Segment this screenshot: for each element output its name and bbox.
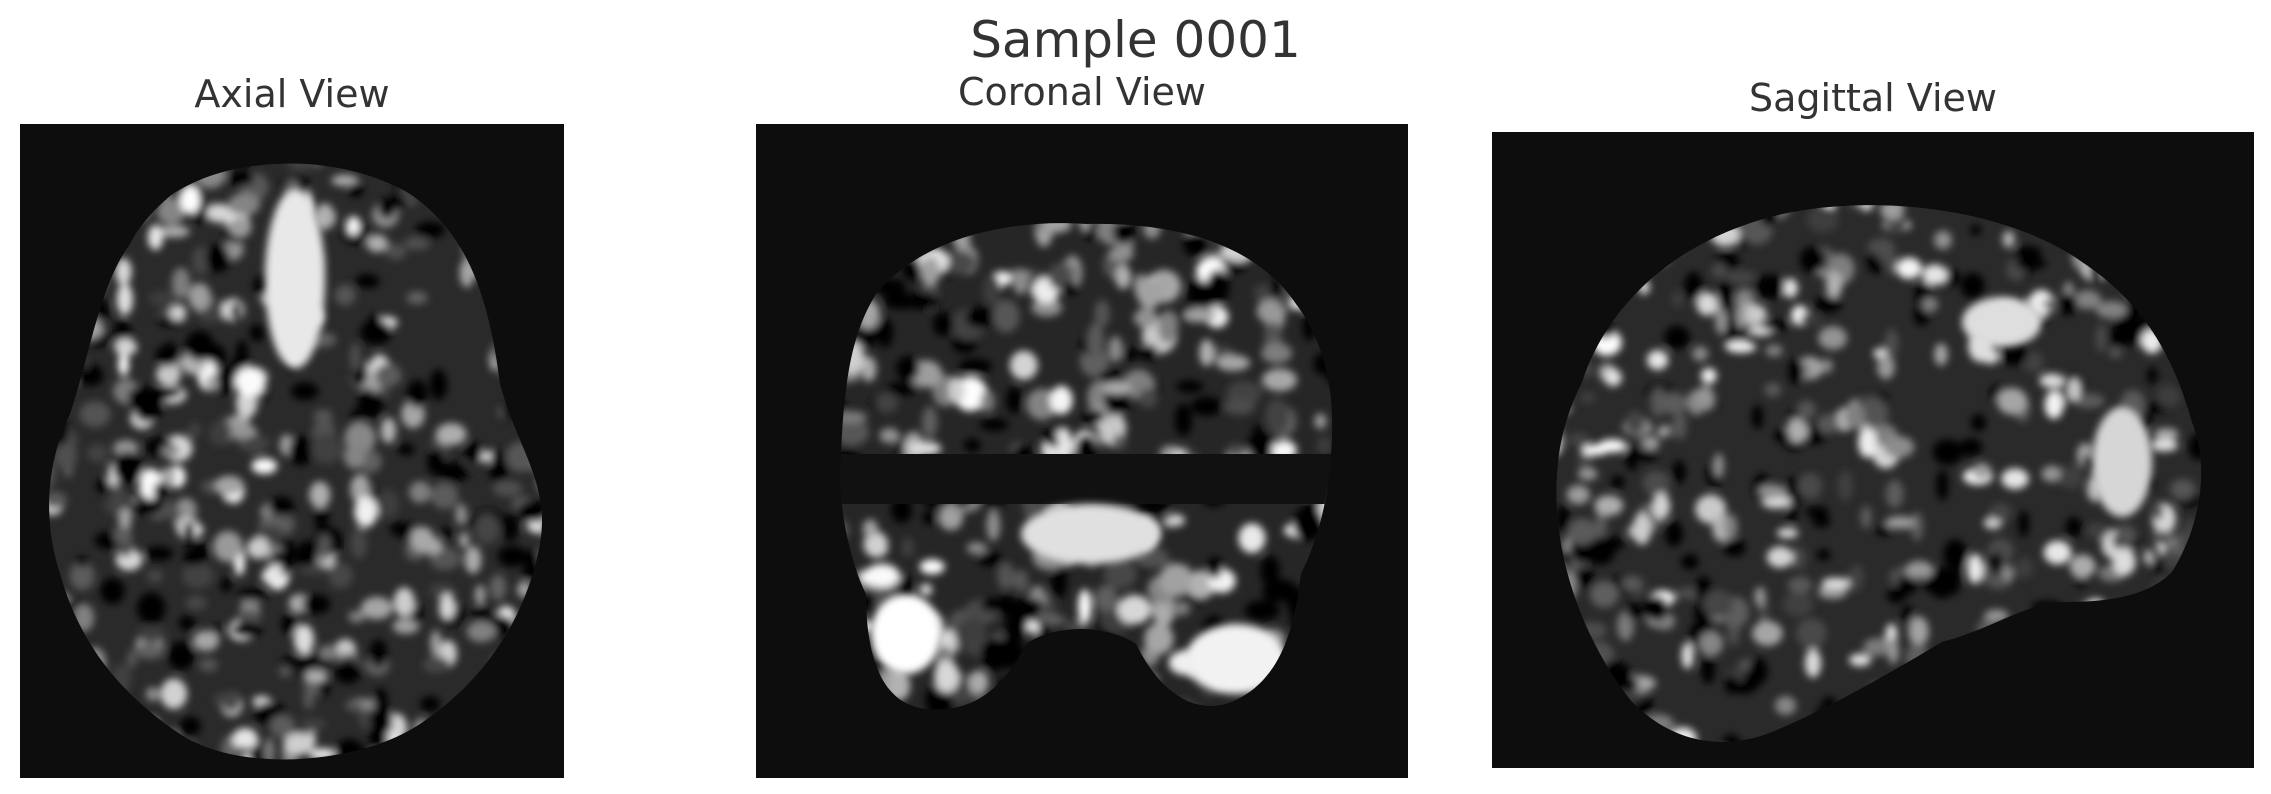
coronal-scan-image	[756, 124, 1408, 778]
coronal-view-title: Coronal View	[957, 70, 1206, 114]
sagittal-scan-image	[1492, 132, 2254, 768]
axial-view-title: Axial View	[194, 72, 390, 116]
axial-scan-image	[20, 124, 564, 778]
axial-panel: Axial View	[20, 66, 564, 778]
sagittal-panel: Sagittal View	[1492, 76, 2254, 770]
coronal-panel: Coronal View	[756, 66, 1408, 778]
sagittal-view-title: Sagittal View	[1749, 76, 1997, 120]
figure-title: Sample 0001	[970, 11, 1301, 69]
